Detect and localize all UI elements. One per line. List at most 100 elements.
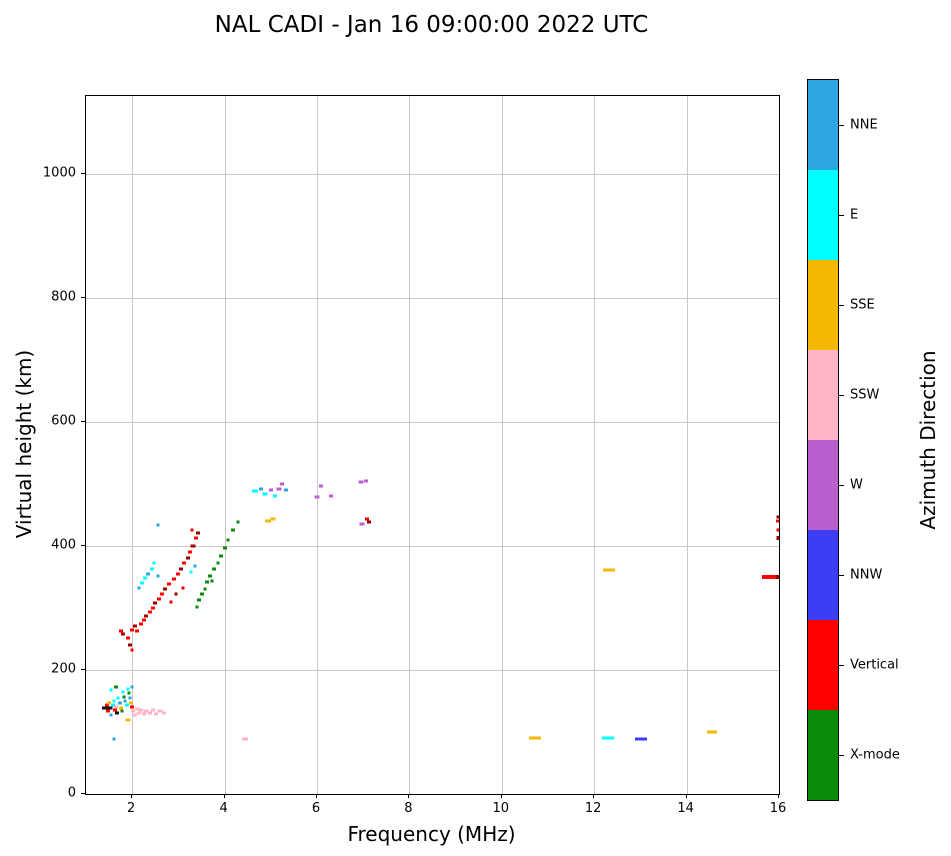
colorbar-label-e: E [850,207,859,223]
data-point [129,701,134,705]
data-point [776,575,779,580]
data-point [270,517,276,521]
gridline-x [594,96,596,794]
data-point [207,574,212,578]
y-tick-label: 1000 [42,165,76,181]
data-point [116,696,120,700]
data-point [122,695,126,699]
x-tick-label: 2 [127,801,136,816]
data-point [328,494,333,498]
data-point [366,520,371,524]
colorbar-segment-vertical [808,620,838,710]
data-point [128,696,132,700]
data-point [195,531,200,535]
data-point [268,488,273,492]
data-point [134,707,139,711]
data-point [156,574,160,578]
data-point [161,711,166,715]
gridline-x [501,96,503,794]
colorbar-label-ssw: SSW [850,387,880,403]
data-point [181,561,186,565]
data-point [110,703,115,707]
colorbar [808,80,838,800]
data-point [124,703,129,707]
colorbar-title: Azimuth Direction [916,350,940,530]
data-point [218,554,223,558]
data-point [143,576,148,580]
data-point [140,581,145,585]
data-point [152,561,156,565]
data-point [157,709,163,713]
data-point [193,536,198,540]
data-point [242,737,249,741]
x-tick-label: 8 [404,801,413,816]
data-point [160,592,165,596]
data-point [226,538,230,542]
y-axis-label: Virtual height (km) [12,349,36,539]
data-point [154,712,159,716]
data-point [265,519,272,523]
data-point [107,701,112,705]
data-point [230,528,235,532]
data-point [112,737,116,741]
data-point [190,528,194,532]
gridline-x [317,96,318,794]
y-tick-mark [81,420,85,422]
data-point [120,709,124,713]
x-tick-mark [131,794,133,798]
data-point [130,648,134,652]
data-point [109,713,113,717]
gridline-x [132,96,134,794]
data-point [102,706,109,710]
data-point [167,582,172,586]
colorbar-segment-x-mode [808,710,838,800]
data-point [251,489,258,493]
colorbar-label-sse: SSE [850,297,875,313]
data-point [529,736,542,740]
data-point [190,544,196,548]
data-point [359,522,365,526]
data-point [125,636,130,640]
data-point [364,517,369,521]
y-tick-mark [81,668,85,670]
x-tick-label: 16 [769,801,787,816]
gridline-y [86,297,779,299]
y-tick-mark [81,544,85,546]
data-point [109,688,113,692]
x-tick-mark [778,794,779,798]
data-point [203,587,207,591]
colorbar-segment-e [808,170,838,260]
colorbar-tick-mark [839,665,844,666]
colorbar-label-x-mode: X-mode [850,747,900,763]
data-point [121,690,125,694]
colorbar-tick-mark [839,755,844,756]
x-tick-mark [316,794,317,798]
data-point [141,712,146,716]
data-point [635,737,648,741]
data-point [127,691,131,695]
data-point [273,494,278,498]
colorbar-tick-mark [839,125,844,126]
y-tick-label: 800 [51,289,76,305]
colorbar-tick-mark [839,305,844,306]
gridline-y [86,421,779,423]
data-point [113,708,118,712]
data-point [118,706,123,710]
data-point [363,479,368,483]
data-point [138,622,143,626]
data-point [125,718,131,722]
data-point [106,709,111,713]
data-point [137,711,142,715]
colorbar-segment-nnw [808,530,838,620]
data-point [107,706,113,710]
y-tick-mark [81,296,85,298]
data-point [212,567,217,571]
colorbar-tick-mark [839,575,844,576]
colorbar-label-vertical: Vertical [850,657,899,673]
data-point [115,711,120,715]
data-point [141,618,146,622]
data-point [156,523,160,527]
x-tick-mark [500,794,502,798]
colorbar-label-nnw: NNW [850,567,883,583]
